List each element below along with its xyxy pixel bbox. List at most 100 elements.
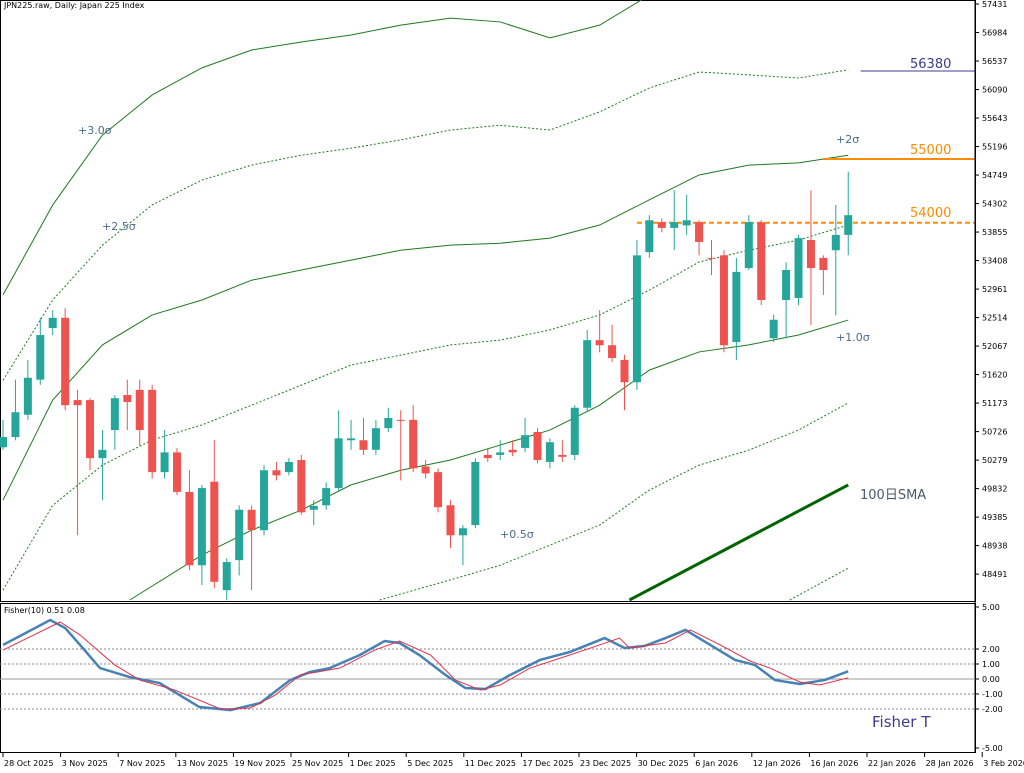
candle-down [757,222,766,300]
candle-up [521,435,530,448]
y-tick-label: 52067 [982,342,1007,351]
candle-up [831,234,840,251]
band-label-3sigma: +3.0σ [78,124,112,137]
x-tick-label: 12 Jan 2026 [753,759,801,768]
x-tick-label: 25 Nov 2025 [292,759,343,768]
y-tick-label: 50726 [982,428,1007,437]
y-tick-label: 57431 [982,0,1007,9]
candle-down [595,340,604,346]
candle-up [583,340,592,408]
band-line [379,402,849,601]
y-tick-label: 53855 [982,228,1007,237]
x-tick-label: 13 Nov 2025 [177,759,228,768]
band-line [628,483,849,601]
x-tick-label: 28 Oct 2025 [4,759,53,768]
y-tick-label: 56537 [982,57,1007,66]
fisher-y-tick-label: 2.00 [982,645,1000,654]
fisher-y-tick-label: 1.00 [982,660,1000,669]
y-tick-label: 55643 [982,114,1007,123]
x-tick-label: 19 Nov 2025 [234,759,285,768]
fisher-line [2,618,849,712]
candle-down [608,345,617,358]
candle-down [185,491,194,566]
candle-up [110,398,119,431]
candle-up [769,319,778,339]
band-line [2,0,643,296]
candle-down [657,222,666,228]
candle-up [0,437,7,448]
band-label-1sigma: +1.0σ [836,331,870,344]
candle-up [496,452,505,455]
fisher-y-tick-label: -2.00 [982,705,1003,714]
y-tick-label: 53408 [982,257,1007,266]
y-tick-label: 52514 [982,314,1007,323]
candle-down [297,460,306,513]
candle-down [508,449,517,453]
candle-up [458,528,467,536]
candle-up [222,562,231,591]
candle-down [558,454,567,457]
y-tick-label: 56984 [982,29,1007,38]
y-tick-label: 49385 [982,513,1007,522]
candle-down [210,481,219,582]
candle-down [135,389,144,431]
x-tick-label: 6 Jan 2026 [695,759,738,768]
fisher-plot [0,618,975,712]
candle-down [533,431,542,461]
x-tick-label: 3 Nov 2025 [62,759,108,768]
x-tick-label: 7 Nov 2025 [119,759,165,768]
candle-up [98,449,107,459]
candle-up [309,505,318,510]
candle-up [322,488,331,506]
level-label-56380: 56380 [910,57,952,72]
candle-up [284,461,293,473]
candle-down [819,257,828,270]
candle-up [732,271,741,343]
fisher-label: Fisher T [872,713,931,731]
y-tick-label: 54749 [982,171,1007,180]
chart-title: JPN225.raw, Daily: Japan 225 Index [4,1,145,10]
main-frame [0,0,976,602]
candle-down [359,440,368,450]
candle-up [794,238,803,299]
candle-down [434,472,443,508]
signal-line [2,621,849,710]
fisher-y-tick-label: -5.00 [982,744,1003,753]
candle-down [483,454,492,459]
candle-up [36,335,45,380]
level-label-55000: 55000 [910,143,952,158]
y-tick-label: 55196 [982,143,1007,152]
x-tick-label: 11 Dec 2025 [465,759,516,768]
fisher-y-tick-label: 0.00 [982,675,1000,684]
candle-up [645,220,654,253]
band-label-2-5sigma: +2.5σ [102,220,136,233]
x-tick-label: 22 Jan 2026 [868,759,916,768]
candle-down [73,400,82,406]
candle-down [719,255,728,346]
candle-up [570,407,579,455]
candle-up [334,438,343,489]
y-tick-label: 49832 [982,485,1007,494]
candle-down [695,222,704,242]
y-tick-label: 52961 [982,285,1007,294]
candle-up [160,452,169,473]
y-tick-label: 51620 [982,371,1007,380]
band-line [2,224,849,591]
fisher-y-tick-label: -1.00 [982,690,1003,699]
y-tick-label: 48491 [982,570,1007,579]
y-tick-label: 51173 [982,399,1007,408]
candle-up [670,222,679,228]
candle-down [396,419,405,421]
x-tick-label: 1 Dec 2025 [350,759,396,768]
candle-up [11,412,20,438]
fisher-y-tick-label: 5.00 [982,603,1000,612]
x-tick-label: 5 Dec 2025 [407,759,453,768]
candle-down [272,470,281,476]
band-line [2,69,849,381]
y-tick-label: 50279 [982,456,1007,465]
candle-up [23,377,32,415]
candle-up [782,269,791,300]
candle-up [471,461,480,526]
